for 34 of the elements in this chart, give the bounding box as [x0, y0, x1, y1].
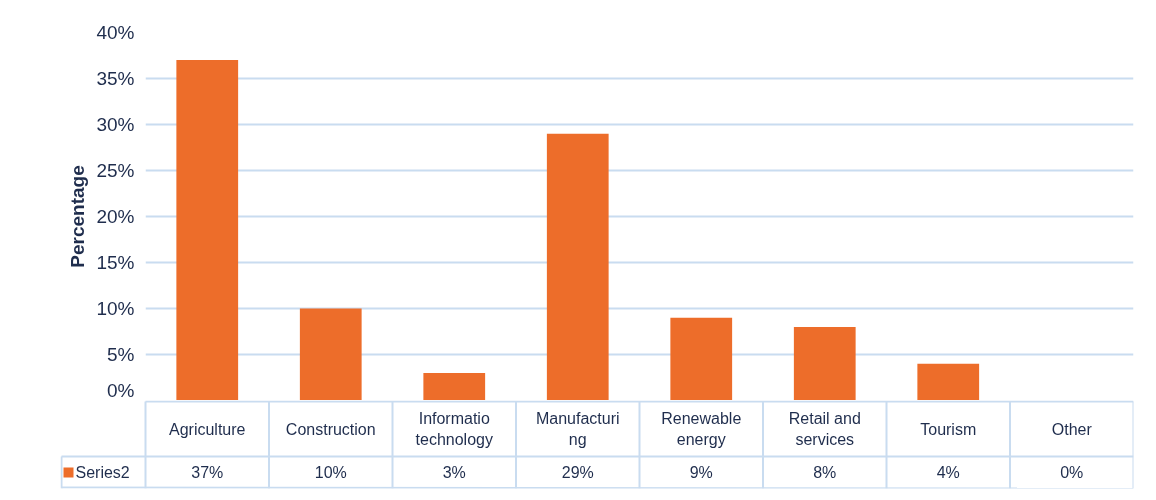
data-label: 9% [689, 464, 713, 481]
bar [793, 326, 856, 400]
x-tick-label: Tourism [920, 420, 977, 438]
data-label: 4% [936, 464, 960, 481]
bar [423, 372, 486, 400]
bar [176, 60, 239, 400]
data-label: 0% [1060, 464, 1084, 481]
data-label: 29% [561, 464, 594, 481]
data-label: 10% [314, 464, 347, 481]
bar [299, 308, 362, 400]
x-tick-label: Retail and services [788, 410, 861, 448]
data-label: 8% [813, 464, 837, 481]
x-tick-label: Other [1051, 420, 1093, 438]
y-axis-title: Percentage [67, 165, 89, 268]
x-tick-label: Informatio technology [415, 410, 493, 448]
y-tick-label: 30% [96, 114, 135, 135]
y-tick-label: 40% [96, 22, 135, 43]
y-tick-label: 0% [107, 379, 135, 401]
data-label: 37% [191, 464, 224, 481]
bar [546, 133, 609, 400]
x-tick-label: Renewable energy [661, 410, 742, 448]
x-tick-label: Agriculture [169, 420, 246, 438]
y-tick-label: 20% [96, 206, 135, 227]
y-tick-label: 25% [96, 160, 135, 181]
x-tick-label: Manufacturing [535, 410, 620, 448]
y-tick-label: 35% [96, 68, 135, 89]
legend-label: Series2 [75, 464, 130, 481]
data-label: 3% [442, 464, 466, 481]
bar [670, 317, 733, 400]
x-tick-label: Construction [285, 420, 376, 438]
bar [917, 363, 980, 400]
y-tick-label: 10% [96, 298, 135, 319]
y-tick-label: 15% [96, 252, 135, 273]
y-tick-label: 5% [107, 344, 135, 365]
